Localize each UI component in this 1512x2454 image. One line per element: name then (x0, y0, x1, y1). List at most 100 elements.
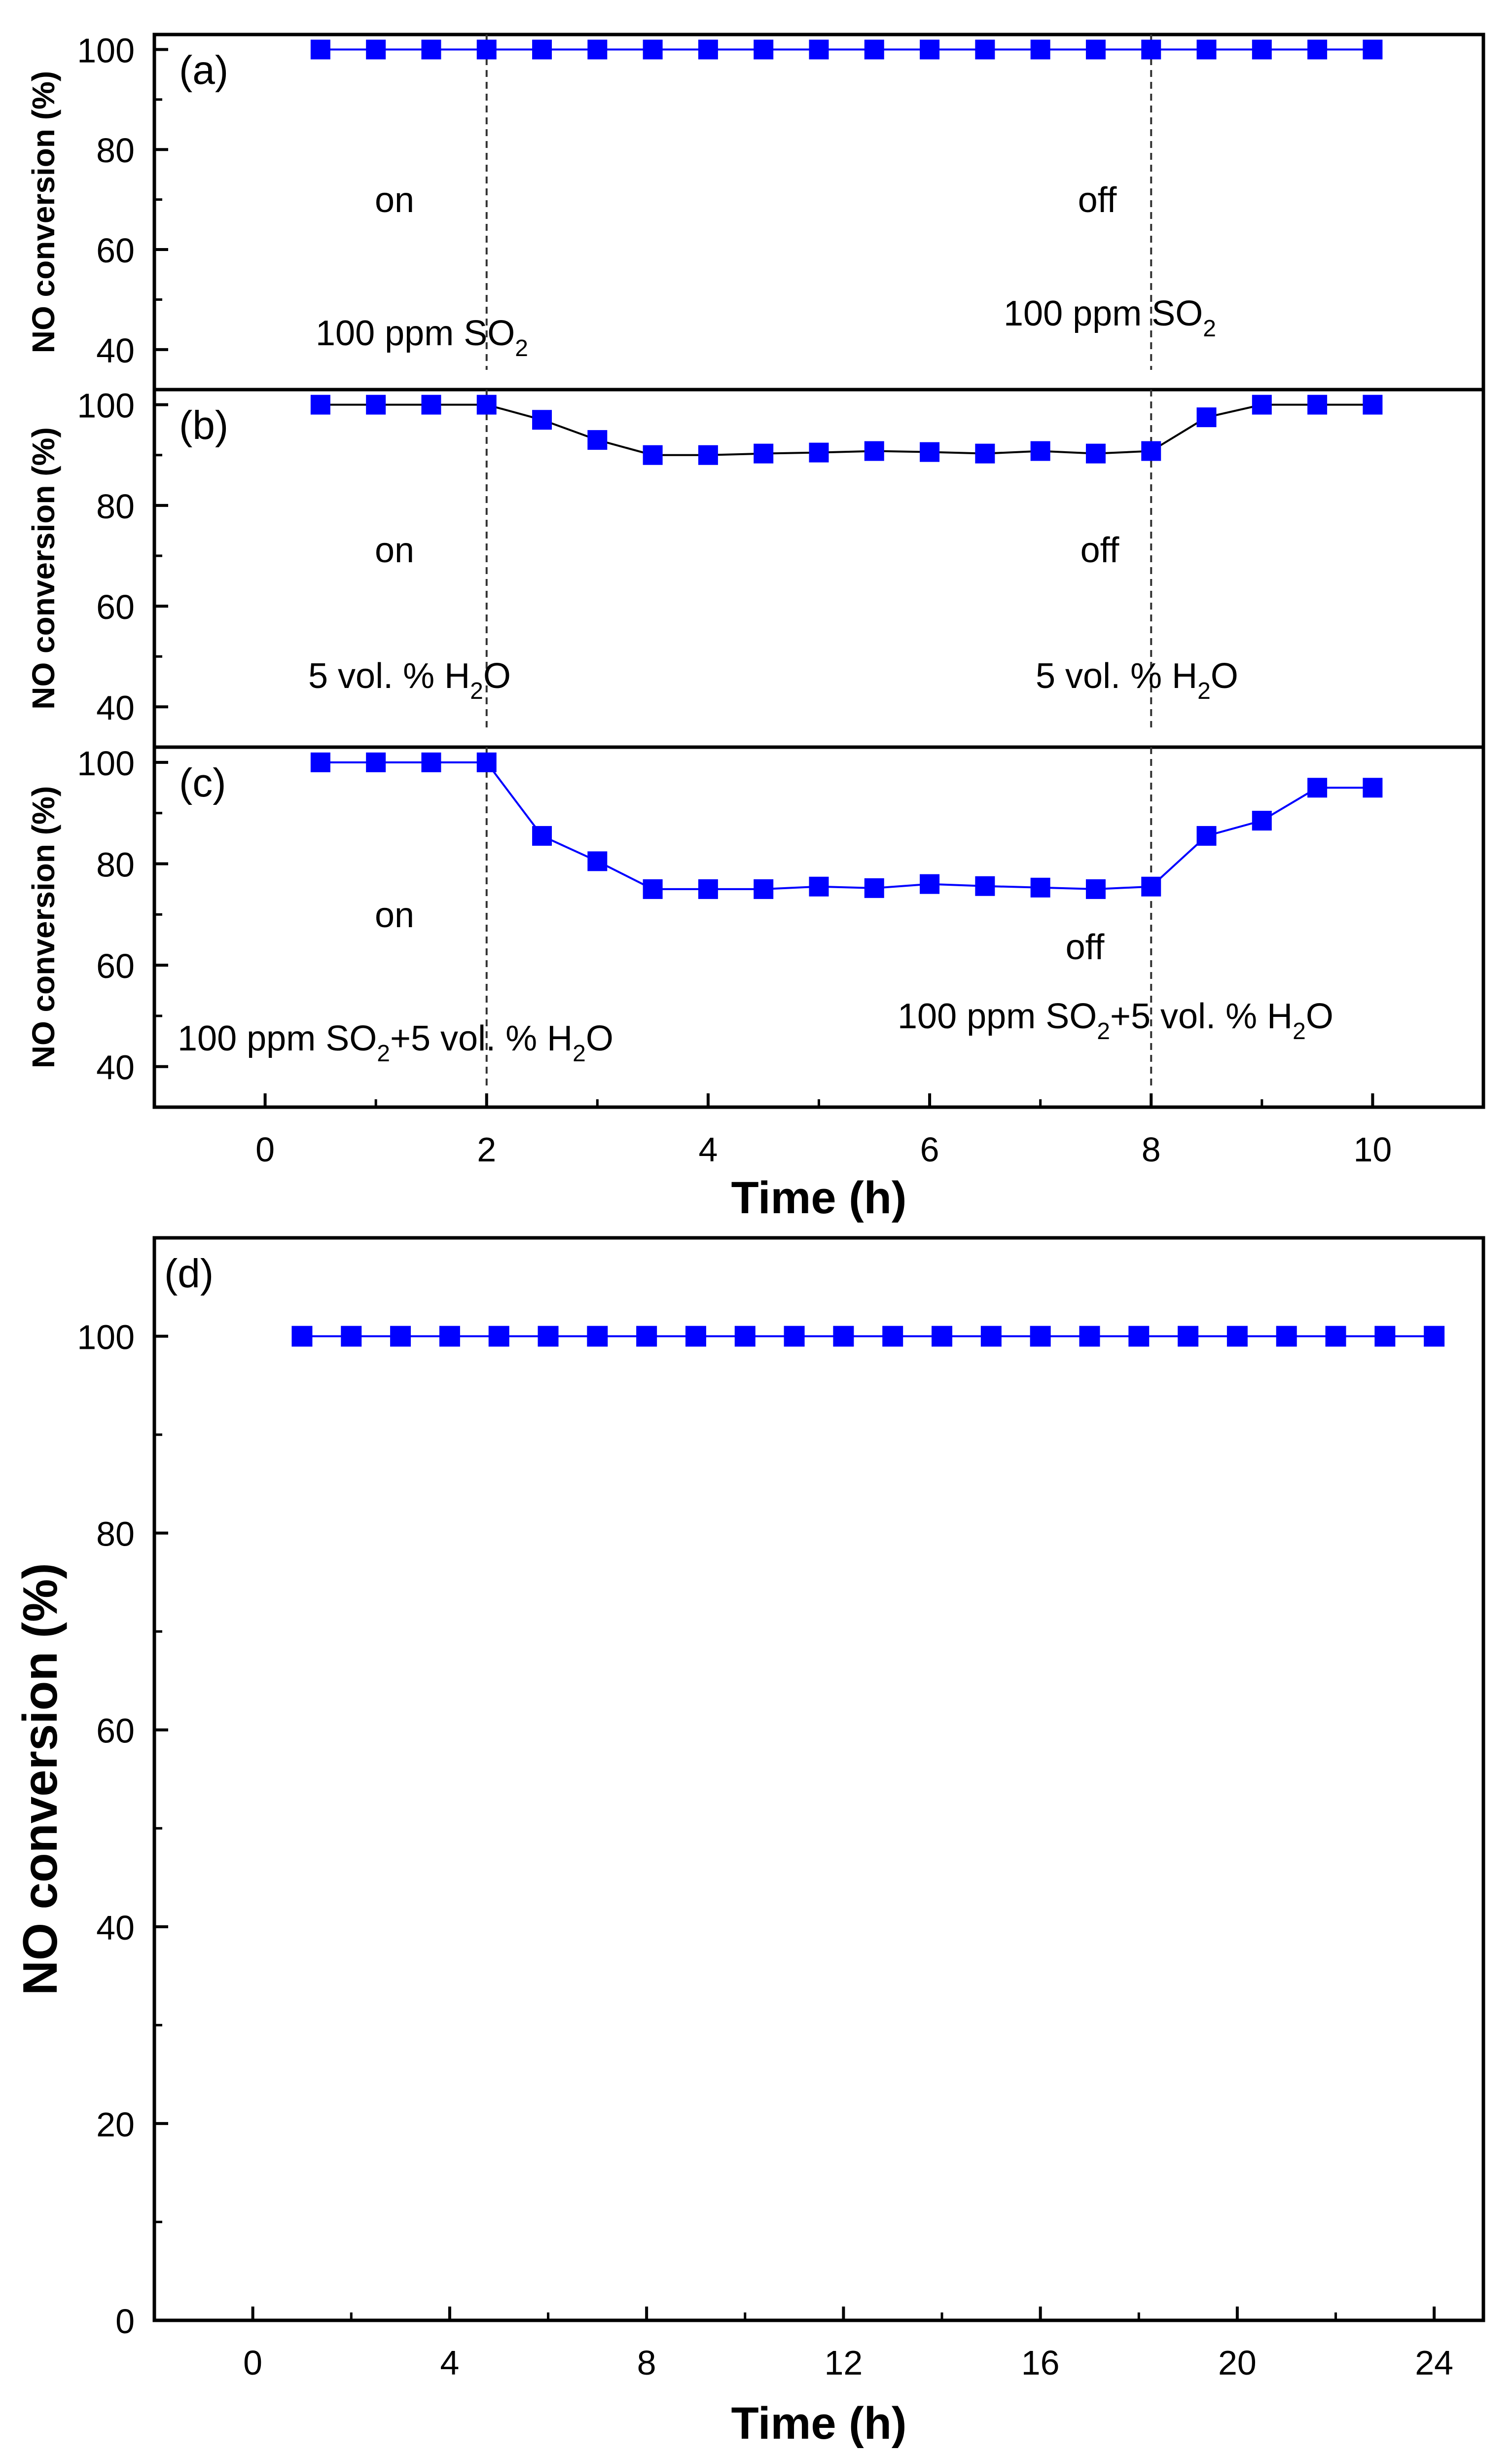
data-point (1196, 39, 1217, 60)
data-point (587, 851, 608, 871)
data-point (882, 1326, 903, 1347)
y-tick-label: 100 (77, 31, 135, 70)
x-tick-label: 6 (920, 1130, 939, 1169)
y-tick-label: 40 (96, 331, 135, 370)
data-point (532, 826, 552, 846)
data-point (476, 395, 497, 415)
x-axis-label: Time (h) (731, 1173, 906, 1223)
data-point (636, 1326, 657, 1347)
data-point (754, 443, 774, 464)
data-point (698, 39, 718, 60)
y-tick-label: 60 (96, 231, 135, 270)
event-state-label: on (375, 896, 414, 935)
gas-text: 100 ppm SO (316, 314, 515, 353)
y-tick-label: 60 (96, 588, 135, 626)
x-tick-label: 10 (1353, 1130, 1392, 1169)
data-point (1141, 441, 1161, 461)
gas-text: O (1306, 997, 1333, 1036)
data-point (532, 410, 552, 430)
gas-text: +5 vol. % H (390, 1019, 573, 1058)
subscript: 2 (1197, 678, 1211, 704)
panel-label: (c) (179, 760, 226, 805)
x-tick-label: 8 (1142, 1130, 1161, 1169)
y-axis-label: NO conversion (%) (26, 427, 61, 710)
gas-text: 100 ppm SO (898, 997, 1097, 1036)
gas-text: O (483, 656, 511, 696)
data-point (1252, 395, 1272, 415)
data-point (421, 39, 441, 60)
event-state-label: on (375, 180, 414, 220)
data-point (310, 39, 330, 60)
x-tick-label: 20 (1218, 2344, 1257, 2382)
data-point (1141, 39, 1161, 60)
data-point (291, 1326, 313, 1347)
data-point (698, 879, 718, 899)
data-point (920, 442, 940, 462)
data-point (366, 39, 386, 60)
data-point (864, 39, 884, 60)
data-point (1424, 1326, 1445, 1347)
data-point (421, 752, 441, 772)
y-tick-label: 60 (96, 947, 135, 985)
event-gas-label: 5 vol. % H2O (1036, 656, 1238, 704)
data-point (864, 441, 884, 461)
y-axis-label: NO conversion (%) (26, 786, 61, 1069)
panel-c: 40 60 80 100 0 2 4 6 8 10 Time (h) NO conversion (%… (26, 744, 1485, 1223)
data-point (809, 442, 829, 463)
data-point (809, 876, 829, 897)
data-point (833, 1326, 854, 1347)
event-gas-label: 100 ppm SO2 (316, 314, 528, 361)
data-point (975, 876, 995, 896)
event-state-label: on (375, 531, 414, 570)
data-point (975, 443, 995, 464)
subscript: 2 (1203, 316, 1216, 342)
data-point (439, 1326, 460, 1347)
y-tick-label: 40 (96, 1909, 135, 1947)
subscript: 2 (515, 335, 528, 361)
y-tick-label: 80 (96, 1515, 135, 1553)
data-point (754, 879, 774, 899)
x-tick-label: 4 (440, 2344, 459, 2382)
data-point (1030, 39, 1050, 60)
data-point (1276, 1326, 1297, 1347)
data-point (1252, 811, 1272, 831)
x-axis-label: Time (h) (731, 2398, 906, 2449)
data-point (1128, 1326, 1150, 1347)
x-tick-label: 0 (243, 2344, 262, 2382)
data-point (1196, 407, 1217, 428)
y-tick-label: 40 (96, 688, 135, 727)
event-gas-label: 100 ppm SO2 (1004, 294, 1216, 342)
gas-text: 100 ppm SO (1004, 294, 1203, 333)
event-state-label: off (1078, 180, 1117, 220)
data-point (538, 1326, 559, 1347)
y-tick-label: 40 (96, 1048, 135, 1087)
data-point (1363, 39, 1383, 60)
event-gas-label: 100 ppm SO2+5 vol. % H2O (898, 997, 1333, 1045)
y-tick-label: 100 (77, 1318, 135, 1357)
data-point (476, 752, 497, 772)
data-point (1079, 1326, 1100, 1347)
subscript: 2 (1097, 1018, 1110, 1045)
data-point (1226, 1326, 1248, 1347)
data-point (366, 395, 386, 415)
data-point (1085, 443, 1106, 464)
data-point (587, 39, 608, 60)
data-point (975, 39, 995, 60)
data-point (754, 39, 774, 60)
data-point (643, 39, 663, 60)
data-point (643, 879, 663, 899)
x-tick-label: 2 (477, 1130, 496, 1169)
x-tick-label: 4 (698, 1130, 718, 1169)
data-point (980, 1326, 1002, 1347)
data-point (643, 445, 663, 465)
data-point (1030, 441, 1050, 461)
data-point (1307, 39, 1328, 60)
panel-label: (d) (164, 1251, 214, 1296)
data-point (920, 39, 940, 60)
data-point (1030, 1326, 1051, 1347)
panel-d: 0 20 40 60 80 100 0 4 8 12 16 20 24 Time (h) NO conver… (13, 1236, 1485, 2449)
data-point (1363, 778, 1383, 798)
data-point (1141, 876, 1161, 897)
data-point (809, 39, 829, 60)
